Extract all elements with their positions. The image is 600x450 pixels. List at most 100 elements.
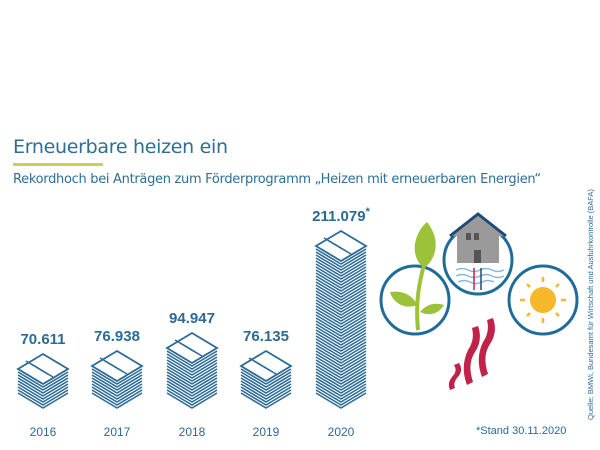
paper-layer xyxy=(315,353,367,370)
paper-layer xyxy=(315,371,367,388)
paper-line xyxy=(114,366,128,375)
paper-layer xyxy=(315,362,367,379)
bar-stack-2017 xyxy=(90,349,144,409)
paper-layer xyxy=(315,293,367,310)
paper-layer xyxy=(315,350,367,367)
paper-layer xyxy=(315,344,367,361)
paper-layer xyxy=(315,278,367,295)
paper-layer xyxy=(315,305,367,322)
paper-layer xyxy=(91,380,143,397)
data-label: 70.611 xyxy=(20,331,65,348)
paper-layer xyxy=(166,371,218,388)
paper-layer xyxy=(91,389,143,406)
bar-stack-2019 xyxy=(239,349,293,409)
heat-waves-icon xyxy=(448,318,495,390)
paper-layer xyxy=(166,389,218,406)
paper-layer xyxy=(166,353,218,370)
paper-layer xyxy=(315,299,367,316)
paper-layer xyxy=(315,269,367,286)
leaf-icon xyxy=(379,222,451,336)
paper-layer xyxy=(166,368,218,385)
paper-layer xyxy=(315,257,367,274)
paper-layer xyxy=(315,383,367,400)
sun-icon xyxy=(507,264,579,336)
paper-layer xyxy=(315,281,367,298)
paper-top xyxy=(16,352,70,386)
paper-layer xyxy=(315,386,367,403)
paper-line xyxy=(40,369,54,378)
paper-top xyxy=(314,229,368,263)
paper-layer xyxy=(91,392,143,409)
paper-layer xyxy=(315,272,367,289)
paper-line xyxy=(338,246,352,255)
paper-layer xyxy=(315,260,367,277)
chart-title: Erneuerbare heizen ein xyxy=(13,136,228,158)
paper-layer xyxy=(91,386,143,403)
paper-layer xyxy=(166,377,218,394)
x-tick-label: 2016 xyxy=(30,425,57,439)
footnote: *Stand 30.11.2020 xyxy=(476,425,567,437)
paper-layer xyxy=(17,383,69,400)
paper-layer xyxy=(166,350,218,367)
paper-layer xyxy=(315,248,367,265)
paper-layer xyxy=(315,356,367,373)
paper-layer xyxy=(315,329,367,346)
paper-layer xyxy=(17,380,69,397)
paper-layer xyxy=(315,311,367,328)
paper-layer xyxy=(166,362,218,379)
paper-layer xyxy=(315,284,367,301)
paper-layer xyxy=(91,383,143,400)
paper-layer xyxy=(315,389,367,406)
paper-layer xyxy=(17,377,69,394)
bar-stack-2016 xyxy=(16,352,70,409)
house-geothermal-icon xyxy=(442,212,514,296)
paper-layer xyxy=(315,326,367,343)
paper-layer xyxy=(91,374,143,391)
paper-layer xyxy=(315,338,367,355)
paper-layer xyxy=(240,386,292,403)
paper-layer xyxy=(315,263,367,280)
paper-layer xyxy=(166,380,218,397)
x-tick-label: 2017 xyxy=(104,425,131,439)
source-note: Quelle: BMWi, Bundesamt für Wirtschaft u… xyxy=(586,189,595,420)
title-underline xyxy=(13,163,103,166)
x-tick-label: 2019 xyxy=(253,425,280,439)
paper-layer xyxy=(240,380,292,397)
paper-layer xyxy=(315,347,367,364)
paper-layer xyxy=(166,356,218,373)
paper-layer xyxy=(315,314,367,331)
paper-layer xyxy=(91,368,143,385)
paper-layer xyxy=(91,371,143,388)
paper-layer xyxy=(17,371,69,388)
data-label: 211.079* xyxy=(312,206,370,225)
x-tick-label: 2018 xyxy=(179,425,206,439)
paper-layer xyxy=(240,392,292,409)
paper-layer xyxy=(166,392,218,409)
paper-layer xyxy=(17,392,69,409)
bar-stack-2018 xyxy=(165,331,219,409)
paper-layer xyxy=(91,377,143,394)
paper-layer xyxy=(166,374,218,391)
paper-layer xyxy=(315,266,367,283)
paper-layer xyxy=(315,335,367,352)
paper-layer xyxy=(240,374,292,391)
paper-layer xyxy=(315,365,367,382)
data-label: 76.135 xyxy=(243,328,289,345)
paper-layer xyxy=(315,341,367,358)
paper-layer xyxy=(315,359,367,376)
paper-layer xyxy=(166,386,218,403)
paper-layer xyxy=(315,296,367,313)
x-tick-label: 2020 xyxy=(328,425,355,439)
paper-layer xyxy=(315,380,367,397)
bar-stack-2020 xyxy=(314,229,368,409)
paper-layer xyxy=(315,392,367,409)
paper-layer xyxy=(315,275,367,292)
paper-layer xyxy=(315,287,367,304)
paper-top xyxy=(239,349,293,383)
paper-layer xyxy=(240,371,292,388)
paper-layer xyxy=(315,302,367,319)
paper-layer xyxy=(166,383,218,400)
paper-layer xyxy=(240,383,292,400)
paper-layer xyxy=(315,323,367,340)
